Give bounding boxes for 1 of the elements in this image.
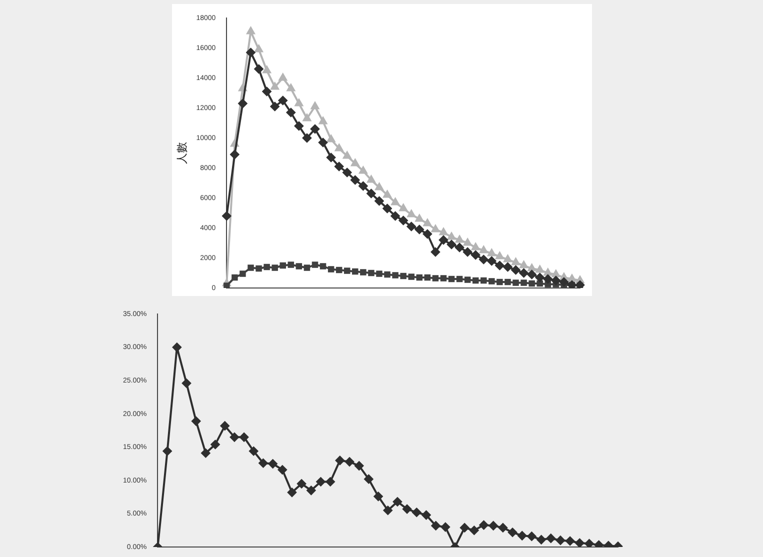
y-axis-title: 人數 <box>176 142 189 164</box>
